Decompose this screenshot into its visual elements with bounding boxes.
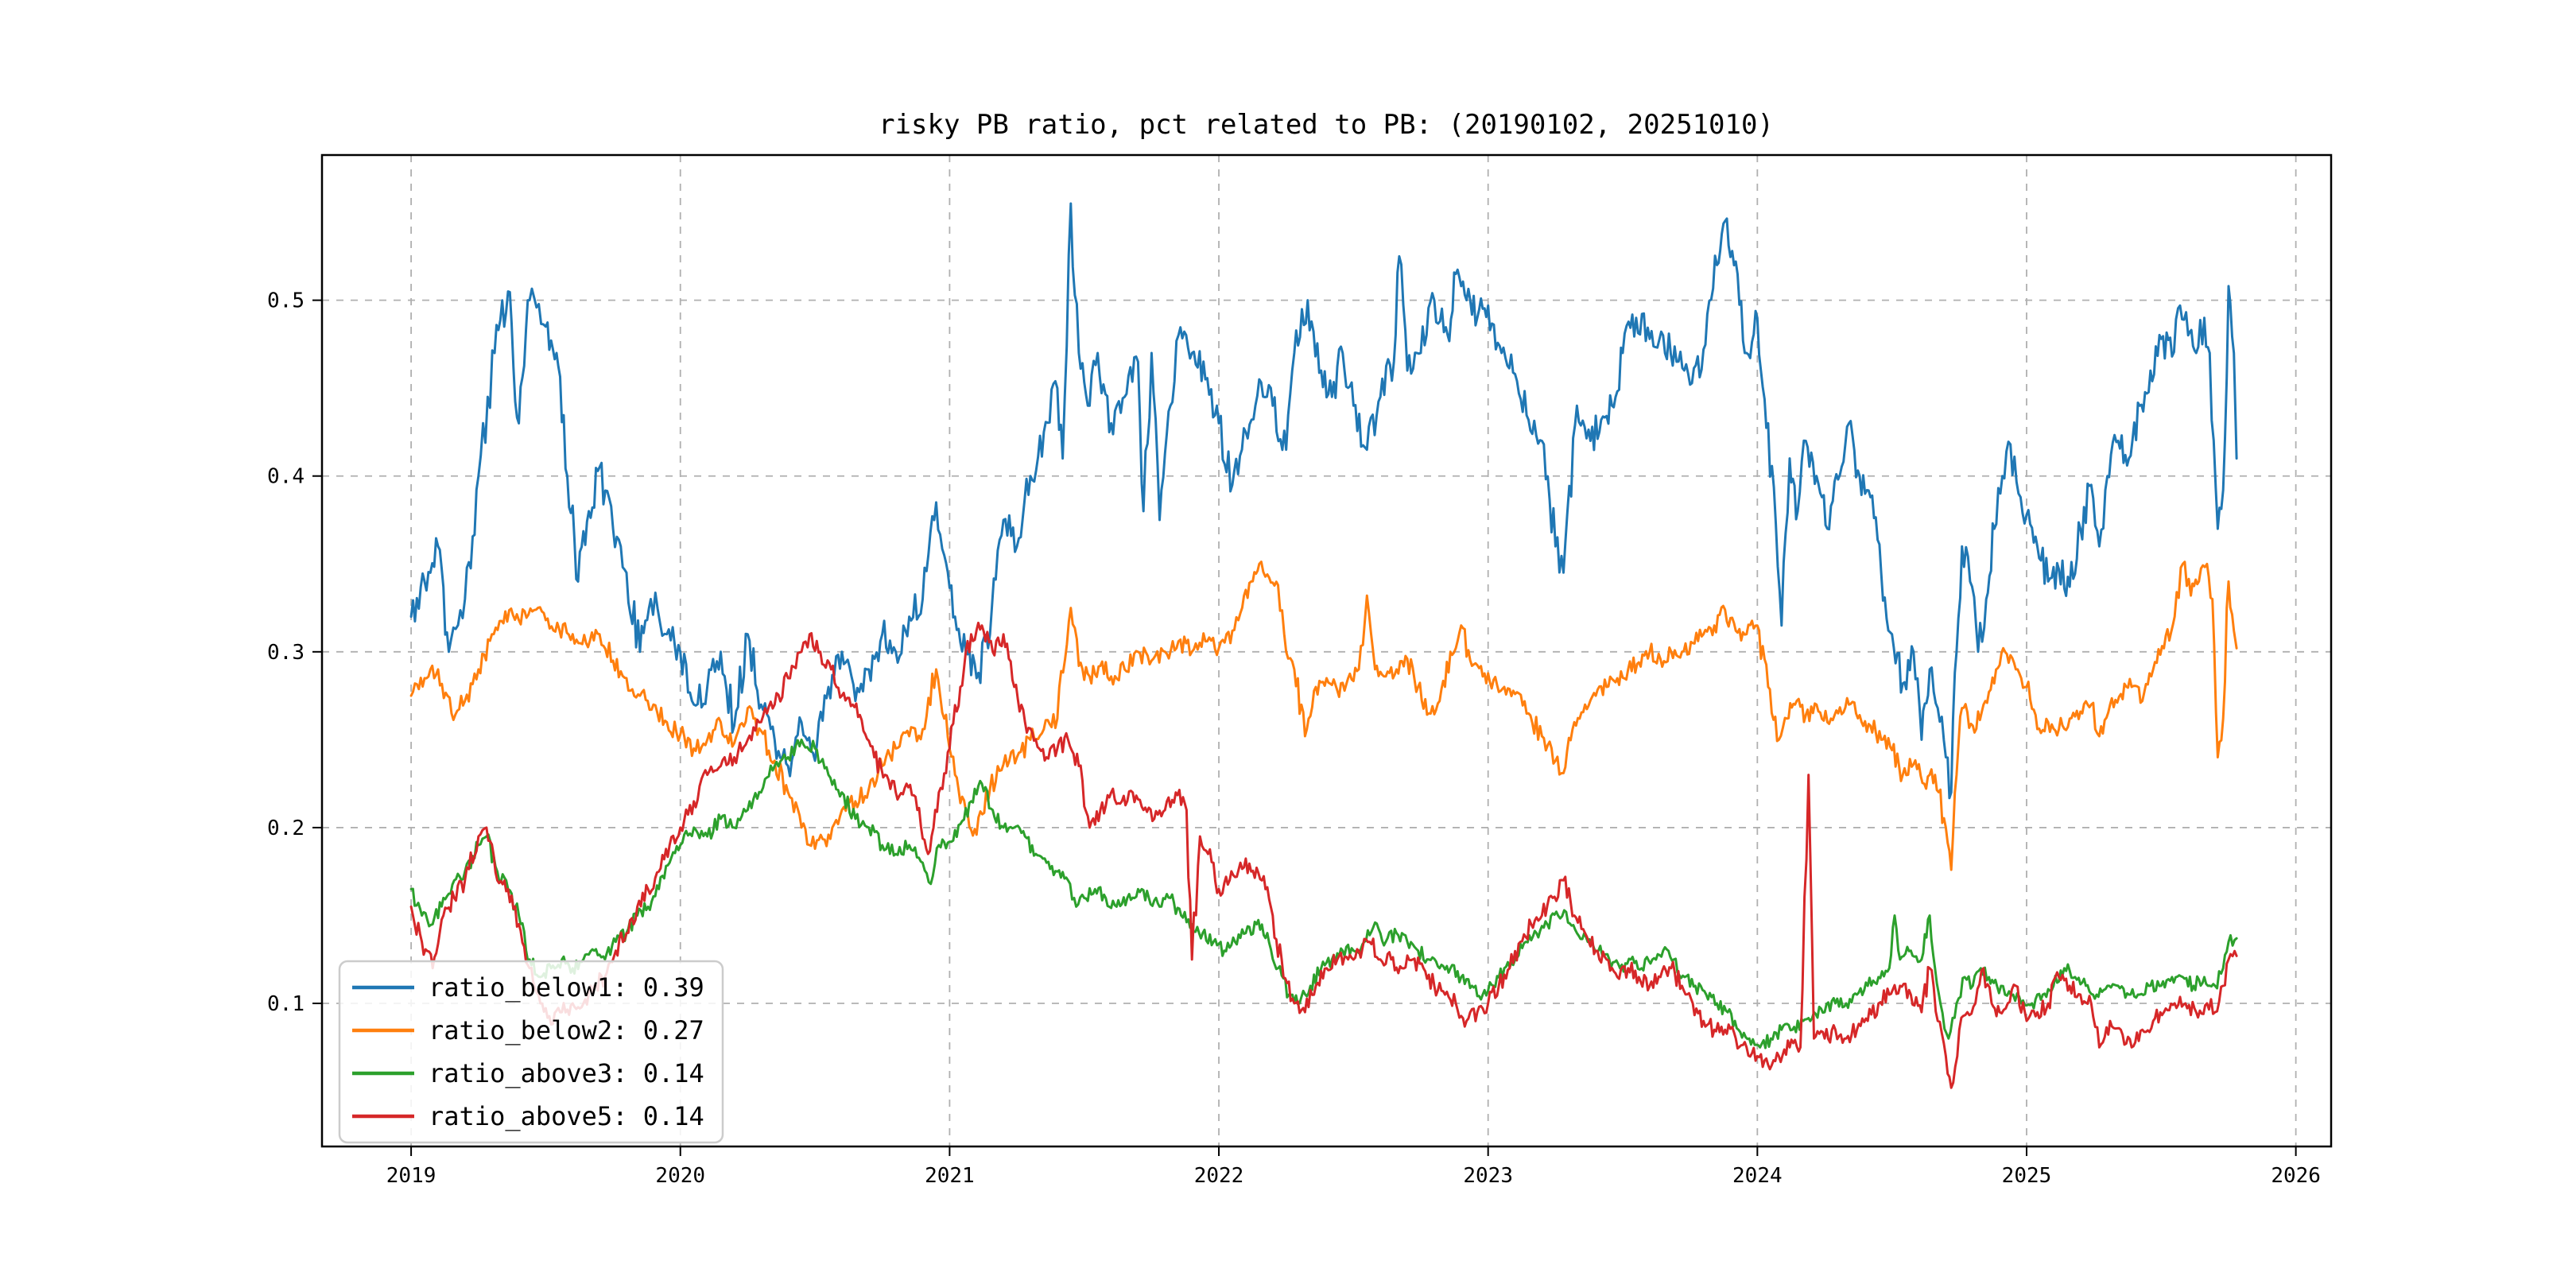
x-tick-label-2025: 2025 bbox=[2002, 1164, 2052, 1188]
legend-row: ratio_below1: 0.39 bbox=[352, 972, 704, 1003]
series-line-ratio_below2 bbox=[409, 561, 2238, 871]
legend-row: ratio_below2: 0.27 bbox=[352, 1015, 704, 1046]
legend-label: ratio_above5: 0.14 bbox=[429, 1101, 704, 1131]
legend-label: ratio_below1: 0.39 bbox=[429, 972, 704, 1003]
x-tick-label-2022: 2022 bbox=[1194, 1164, 1244, 1188]
legend: ratio_below1: 0.39 ratio_below2: 0.27 rati… bbox=[338, 960, 724, 1144]
axis-layer: 2019 2020 2021 2022 2023 2024 2025 2026 0.1 0.2 0.… bbox=[267, 289, 2321, 1188]
y-tick-label-0.2: 0.2 bbox=[267, 817, 305, 840]
series-line-ratio_above3 bbox=[409, 738, 2238, 1049]
series-layer bbox=[409, 202, 2238, 1089]
y-tick-label-0.4: 0.4 bbox=[267, 465, 305, 489]
y-tick-label-0.3: 0.3 bbox=[267, 641, 305, 665]
x-tick-label-2024: 2024 bbox=[1732, 1164, 1783, 1188]
x-tick-label-2023: 2023 bbox=[1463, 1164, 1513, 1188]
series-line-ratio_above5 bbox=[409, 621, 2238, 1089]
x-tick-label-2020: 2020 bbox=[655, 1164, 705, 1188]
legend-label: ratio_below2: 0.27 bbox=[429, 1015, 704, 1046]
legend-row: ratio_above5: 0.14 bbox=[352, 1101, 704, 1131]
x-tick-label-2019: 2019 bbox=[386, 1164, 436, 1188]
x-tick-label-2021: 2021 bbox=[925, 1164, 975, 1188]
x-tick-label-2026: 2026 bbox=[2271, 1164, 2321, 1188]
legend-row: ratio_above3: 0.14 bbox=[352, 1058, 704, 1088]
legend-box bbox=[338, 960, 724, 1144]
chart-title: risky PB ratio, pct related to PB: (2019… bbox=[879, 109, 1774, 141]
y-tick-label-0.1: 0.1 bbox=[267, 992, 305, 1016]
legend-label: ratio_above3: 0.14 bbox=[429, 1058, 704, 1088]
y-tick-label-0.5: 0.5 bbox=[267, 289, 305, 313]
plot-area-frame bbox=[320, 153, 2333, 1148]
series-line-ratio_below1 bbox=[409, 202, 2238, 800]
